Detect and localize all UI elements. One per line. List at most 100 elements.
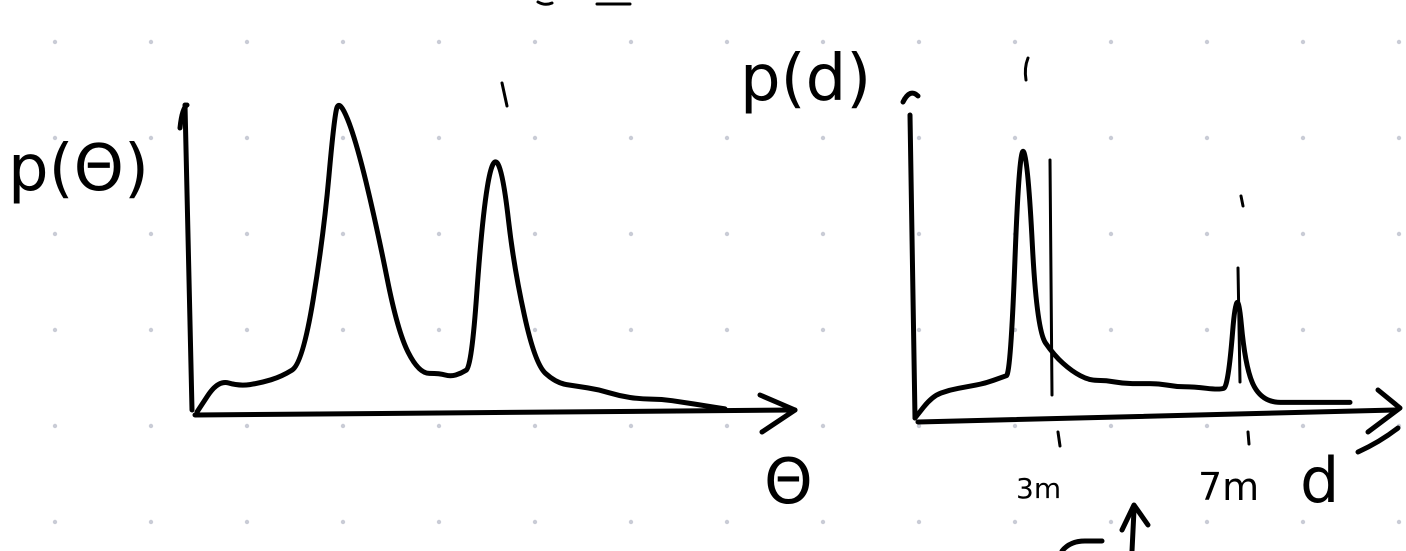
x-axis-line — [918, 410, 1395, 422]
grid-dot — [245, 232, 249, 236]
grid-dot — [821, 232, 825, 236]
grid-dot — [1397, 232, 1401, 236]
grid-dot — [245, 520, 249, 524]
grid-dot — [629, 424, 633, 428]
grid-dot — [1397, 328, 1401, 332]
x-axis-label-d: d — [1300, 444, 1339, 517]
grid-dot — [1109, 40, 1113, 44]
grid-dot — [341, 328, 345, 332]
grid-dot — [53, 520, 57, 524]
grid-dot — [149, 520, 153, 524]
grid-dot — [149, 232, 153, 236]
grid-dot — [341, 520, 345, 524]
grid-dot — [245, 136, 249, 140]
grid-dot — [629, 520, 633, 524]
grid-dot — [245, 40, 249, 44]
grid-dot — [629, 136, 633, 140]
grid-dot — [629, 40, 633, 44]
grid-dot — [1205, 424, 1209, 428]
grid-dot — [1205, 520, 1209, 524]
grid-dot — [1301, 328, 1305, 332]
grid-dot — [917, 136, 921, 140]
grid-dot — [245, 424, 249, 428]
x-axis-extension — [1358, 428, 1398, 452]
x-axis-line — [195, 410, 795, 415]
grid-dot — [341, 424, 345, 428]
y-axis-line — [185, 105, 192, 410]
up-arrow-shaft — [1132, 510, 1134, 551]
grid-dot — [533, 136, 537, 140]
grid-dot — [1109, 328, 1113, 332]
grid-dot — [917, 328, 921, 332]
grid-dot — [1397, 136, 1401, 140]
tick-7m — [1248, 432, 1249, 444]
peak-guide-line — [1050, 160, 1052, 395]
grid-dot — [53, 40, 57, 44]
grid-dot — [1013, 520, 1017, 524]
grid-dot — [1109, 424, 1113, 428]
grid-dot — [533, 520, 537, 524]
grid-dot — [1013, 136, 1017, 140]
grid-dot — [437, 136, 441, 140]
grid-dot — [437, 520, 441, 524]
grid-dot — [53, 232, 57, 236]
chart-theta: p(Θ) Θ — [8, 105, 813, 518]
grid-dot — [1205, 40, 1209, 44]
grid-dot — [437, 232, 441, 236]
grid-dot — [821, 424, 825, 428]
grid-dot — [341, 136, 345, 140]
grid-dot — [1205, 136, 1209, 140]
grid-dot — [341, 40, 345, 44]
grid-dot — [1397, 40, 1401, 44]
up-arrow-annotation — [1062, 505, 1148, 551]
grid-dot — [437, 424, 441, 428]
grid-dot — [1301, 40, 1305, 44]
x-axis-arrowhead — [760, 395, 795, 432]
grid-dot — [725, 40, 729, 44]
grid-dot — [917, 520, 921, 524]
grid-dot — [725, 328, 729, 332]
stray-mark — [1025, 58, 1028, 80]
grid-dot — [725, 520, 729, 524]
grid-dot — [149, 328, 153, 332]
y-axis-arrowhead — [903, 93, 918, 102]
grid-dot — [149, 136, 153, 140]
grid-dot — [821, 520, 825, 524]
grid-dot — [725, 136, 729, 140]
distribution-curve-d — [915, 151, 1350, 418]
grid-dot — [149, 40, 153, 44]
grid-dot — [1397, 520, 1401, 524]
grid-dot — [629, 232, 633, 236]
dot-grid-background — [53, 40, 1401, 524]
tick-label-3m: 3m — [1016, 472, 1061, 505]
grid-dot — [437, 328, 441, 332]
y-axis-label-d: p(d) — [740, 42, 871, 116]
grid-dot — [53, 424, 57, 428]
grid-dot — [1301, 232, 1305, 236]
grid-dot — [1109, 136, 1113, 140]
grid-dot — [437, 40, 441, 44]
tick-label-7m: 7m — [1198, 465, 1259, 509]
grid-dot — [725, 424, 729, 428]
stray-mark — [538, 2, 552, 4]
distribution-curve-theta — [197, 105, 725, 412]
grid-dot — [1205, 232, 1209, 236]
grid-dot — [725, 232, 729, 236]
grid-dot — [533, 424, 537, 428]
grid-dot — [1013, 40, 1017, 44]
grid-dot — [1205, 328, 1209, 332]
grid-dot — [341, 232, 345, 236]
chart-distance: p(d) 3m 7m d — [740, 42, 1400, 517]
tick-3m — [1058, 432, 1060, 446]
grid-dot — [533, 232, 537, 236]
peak-guide-line — [1238, 268, 1240, 382]
grid-dot — [53, 328, 57, 332]
x-axis-label-theta: Θ — [764, 445, 813, 518]
grid-dot — [149, 424, 153, 428]
grid-dot — [821, 136, 825, 140]
grid-dot — [1301, 520, 1305, 524]
grid-dot — [1109, 520, 1113, 524]
grid-dot — [533, 328, 537, 332]
stray-mark — [1062, 541, 1102, 551]
